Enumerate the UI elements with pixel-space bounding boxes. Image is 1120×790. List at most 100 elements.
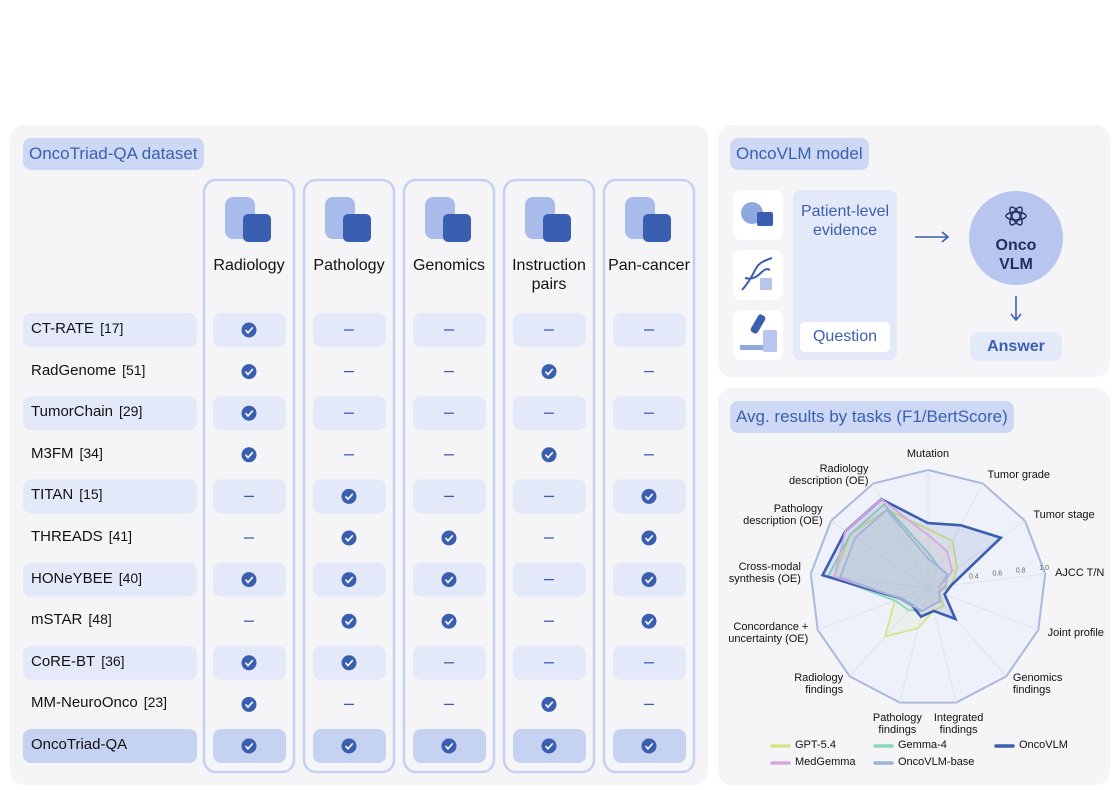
check-tick [444, 534, 454, 543]
check-mark [441, 613, 457, 629]
reference: [48] [88, 611, 112, 628]
column-icon [525, 197, 571, 242]
spoke [830, 520, 929, 589]
check-circle [341, 738, 357, 754]
check-tick [544, 451, 554, 459]
check-mark [241, 447, 257, 463]
check-tick [244, 576, 254, 584]
check-mark [541, 738, 557, 754]
r-tick-label: 1.0 [1039, 565, 1049, 572]
check-mark [341, 488, 357, 504]
check-tick [344, 534, 354, 543]
check-mark [341, 613, 357, 629]
dataset-name: M3FM [31, 444, 74, 462]
reference: [36] [101, 652, 125, 669]
check-tick [444, 576, 454, 584]
column-frame [202, 178, 296, 774]
check-mark [641, 738, 657, 754]
icon-front [243, 214, 271, 242]
check-tick [344, 659, 354, 667]
legend-label: GPT-5.4 [795, 739, 836, 751]
check-circle [541, 364, 557, 380]
axis-label: Joint profile [1047, 627, 1104, 640]
check-circle [341, 572, 357, 588]
axis-label: Pathology description (OE) [743, 503, 823, 528]
check-tick [244, 701, 254, 709]
check-circle [441, 613, 457, 629]
column-frame [302, 178, 396, 774]
column-frame [402, 178, 496, 774]
model-title: OncoVLM model [730, 138, 869, 170]
check-mark [441, 530, 457, 546]
check-circle [641, 613, 657, 629]
row-name: mSTAR [48] [31, 611, 112, 628]
row-name: RadGenome [51] [31, 362, 145, 379]
check-tick [644, 742, 654, 751]
check-mark [241, 696, 257, 712]
check-tick [444, 742, 454, 751]
check-circle [541, 738, 557, 754]
axis-label: Cross-modal synthesis (OE) [728, 560, 801, 585]
check-mark [241, 572, 257, 588]
check-mark [341, 655, 357, 671]
dataset-name: OncoTriad-QA [31, 736, 128, 753]
check-circle [241, 572, 257, 588]
dataset-name: TITAN [31, 486, 74, 504]
dataset-panel [10, 125, 708, 785]
check-mark [641, 488, 657, 504]
series-area [820, 497, 1004, 622]
check-tick [244, 659, 254, 667]
check-mark [541, 447, 557, 463]
reference: [15] [79, 486, 103, 503]
check-tick [644, 618, 654, 626]
legend-label: MedGemma [795, 756, 856, 768]
legend-label: OncoVLM [1019, 739, 1068, 751]
row-band [23, 562, 197, 597]
check-circle [341, 613, 357, 629]
check-mark [641, 572, 657, 588]
column-icon [625, 197, 671, 242]
dataset-name: RadGenome [31, 361, 117, 379]
reference: [41] [108, 528, 133, 544]
check-tick [444, 618, 454, 626]
check-mark [441, 738, 457, 754]
r-tick-label: 0.6 [992, 570, 1002, 577]
check-circle [241, 322, 257, 338]
column-icon [225, 197, 271, 242]
check-mark [241, 738, 257, 754]
check-circle [641, 738, 657, 754]
check-circle [441, 572, 457, 588]
row-band [23, 729, 197, 763]
dataset-name: MM-NeuroOnco [31, 694, 138, 712]
check-tick [644, 534, 654, 543]
column-frame [502, 178, 596, 774]
row-name: MM-NeuroOnco [23] [31, 694, 167, 711]
check-circle [341, 530, 357, 546]
column-icon [325, 197, 371, 242]
check-tick [244, 368, 254, 376]
axis-label: Mutation [906, 448, 950, 460]
row-band [23, 645, 197, 680]
dataset-name: CT-RATE [31, 320, 95, 337]
check-tick [344, 742, 354, 751]
reference: [51] [122, 361, 146, 378]
column-header: Instruction pairs [512, 257, 586, 293]
column-icon [425, 197, 471, 242]
check-circle [341, 488, 357, 504]
reference: [40] [118, 569, 143, 586]
series-area [838, 508, 949, 612]
check-mark [541, 696, 557, 712]
column-header: Pathology [313, 257, 385, 274]
check-tick [544, 368, 554, 376]
answer-label: Answer [987, 338, 1045, 355]
check-tick [344, 618, 354, 626]
check-mark [641, 530, 657, 546]
icon-front [443, 214, 471, 242]
reference: [23] [143, 694, 168, 711]
axis-label: Tumor stage [1033, 509, 1095, 522]
check-circle [641, 572, 657, 588]
icon-front [343, 214, 371, 242]
spoke [899, 587, 929, 703]
check-tick [344, 576, 354, 584]
check-mark [341, 572, 357, 588]
